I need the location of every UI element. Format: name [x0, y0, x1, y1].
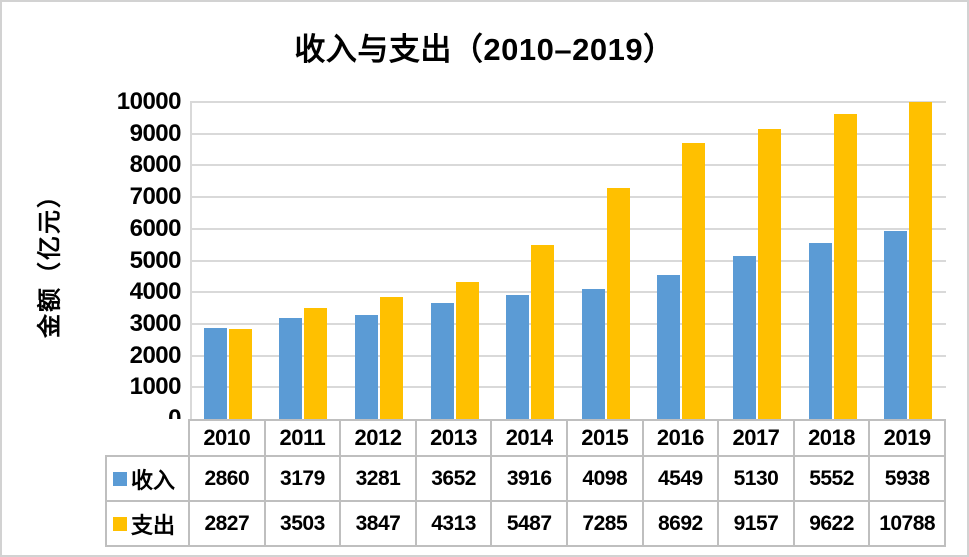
y-tick-label: 10000 — [116, 88, 182, 115]
y-axis-tick-labels: 0100020003000400050006000700080009000100… — [2, 90, 182, 431]
y-tick-label: 3000 — [129, 309, 182, 337]
expense-bar — [304, 307, 328, 419]
income-bar — [657, 274, 681, 419]
grid-line — [190, 259, 946, 262]
data-table: 2010 2011 2012 2013 2014 2015 2016 2017 2018 2019… — [105, 419, 946, 547]
income-bar — [506, 294, 530, 419]
legend-cell: 支出 — [105, 502, 190, 547]
expense-bar — [455, 282, 479, 419]
expense-bar — [228, 329, 252, 419]
value-cell: 3847 — [341, 502, 417, 547]
category-group — [417, 102, 493, 419]
value-cell: 3503 — [265, 502, 342, 547]
grid-line — [190, 101, 946, 103]
grid-line — [190, 322, 946, 325]
category-group — [644, 102, 720, 419]
value-cell: 3652 — [416, 457, 493, 502]
year-header-cell: 2010 — [190, 419, 266, 457]
value-cell: 4313 — [416, 502, 493, 547]
y-tick-label: 7000 — [129, 183, 182, 211]
y-tick-label: 9000 — [129, 119, 182, 147]
year-header-cell: 2019 — [870, 419, 946, 457]
year-header-cell: 2017 — [719, 419, 795, 457]
grid-line — [190, 196, 946, 199]
grid-line — [190, 291, 946, 294]
value-cell: 5552 — [794, 457, 871, 502]
income-bar — [581, 289, 605, 419]
expense-bar — [531, 245, 555, 419]
income-bar — [430, 303, 454, 419]
grid-line — [190, 354, 946, 357]
category-group — [870, 102, 946, 419]
plot-area — [190, 101, 946, 419]
year-header-cell: 2011 — [265, 419, 342, 457]
legend-key — [113, 516, 127, 531]
expense-bar — [379, 297, 403, 419]
expense-bar — [909, 102, 933, 419]
income-bar — [279, 318, 303, 419]
grid-line — [190, 132, 946, 135]
y-tick-label: 5000 — [129, 246, 182, 274]
value-cell: 3179 — [265, 457, 342, 502]
chart-title: 收入与支出（2010–2019） — [294, 32, 675, 67]
value-cell: 5130 — [719, 457, 795, 502]
legend-cell: 收入 — [105, 457, 190, 502]
value-cell: 7285 — [567, 502, 644, 547]
category-group — [492, 102, 568, 419]
expense-bar — [833, 113, 857, 419]
category-group — [266, 102, 342, 419]
expense-bar — [757, 128, 781, 419]
value-cell: 3281 — [341, 457, 417, 502]
value-cell: 4098 — [567, 457, 644, 502]
category-group — [190, 102, 266, 419]
expense-bar — [682, 143, 706, 419]
y-tick-label: 1000 — [129, 373, 182, 401]
income-bar — [732, 256, 756, 419]
income-bar — [884, 230, 908, 419]
bars-layer — [190, 102, 946, 419]
income-bar — [354, 315, 378, 419]
income-bar — [808, 243, 832, 419]
table-corner-cell — [105, 419, 190, 457]
legend-label: 支出 — [131, 512, 176, 538]
legend-label: 收入 — [131, 467, 176, 493]
income-bar — [203, 328, 227, 419]
value-cell: 3916 — [492, 457, 568, 502]
value-cell: 5938 — [870, 457, 946, 502]
grid-line — [190, 386, 946, 389]
value-cell: 2860 — [190, 457, 266, 502]
year-header-cell: 2014 — [492, 419, 568, 457]
category-group — [795, 102, 871, 419]
year-header-cell: 2016 — [643, 419, 720, 457]
value-cell: 2827 — [190, 502, 266, 547]
value-cell: 4549 — [643, 457, 720, 502]
y-tick-label: 4000 — [129, 278, 182, 306]
grid-line — [190, 227, 946, 230]
y-tick-label: 8000 — [129, 151, 182, 179]
year-header-cell: 2018 — [794, 419, 871, 457]
value-cell: 9622 — [794, 502, 871, 547]
value-cell: 8692 — [643, 502, 720, 547]
year-header-cell: 2015 — [567, 419, 644, 457]
y-tick-label: 2000 — [129, 341, 182, 369]
legend-key — [113, 471, 127, 486]
value-cell: 9157 — [719, 502, 795, 547]
y-tick-label: 6000 — [129, 214, 182, 242]
category-group — [719, 102, 795, 419]
value-cell: 10788 — [870, 502, 946, 547]
year-header-cell: 2012 — [341, 419, 417, 457]
expense-bar — [606, 188, 630, 419]
value-cell: 5487 — [492, 502, 568, 547]
category-group — [341, 102, 417, 419]
grid-line — [190, 164, 946, 167]
category-group — [568, 102, 644, 419]
year-header-cell: 2013 — [416, 419, 493, 457]
